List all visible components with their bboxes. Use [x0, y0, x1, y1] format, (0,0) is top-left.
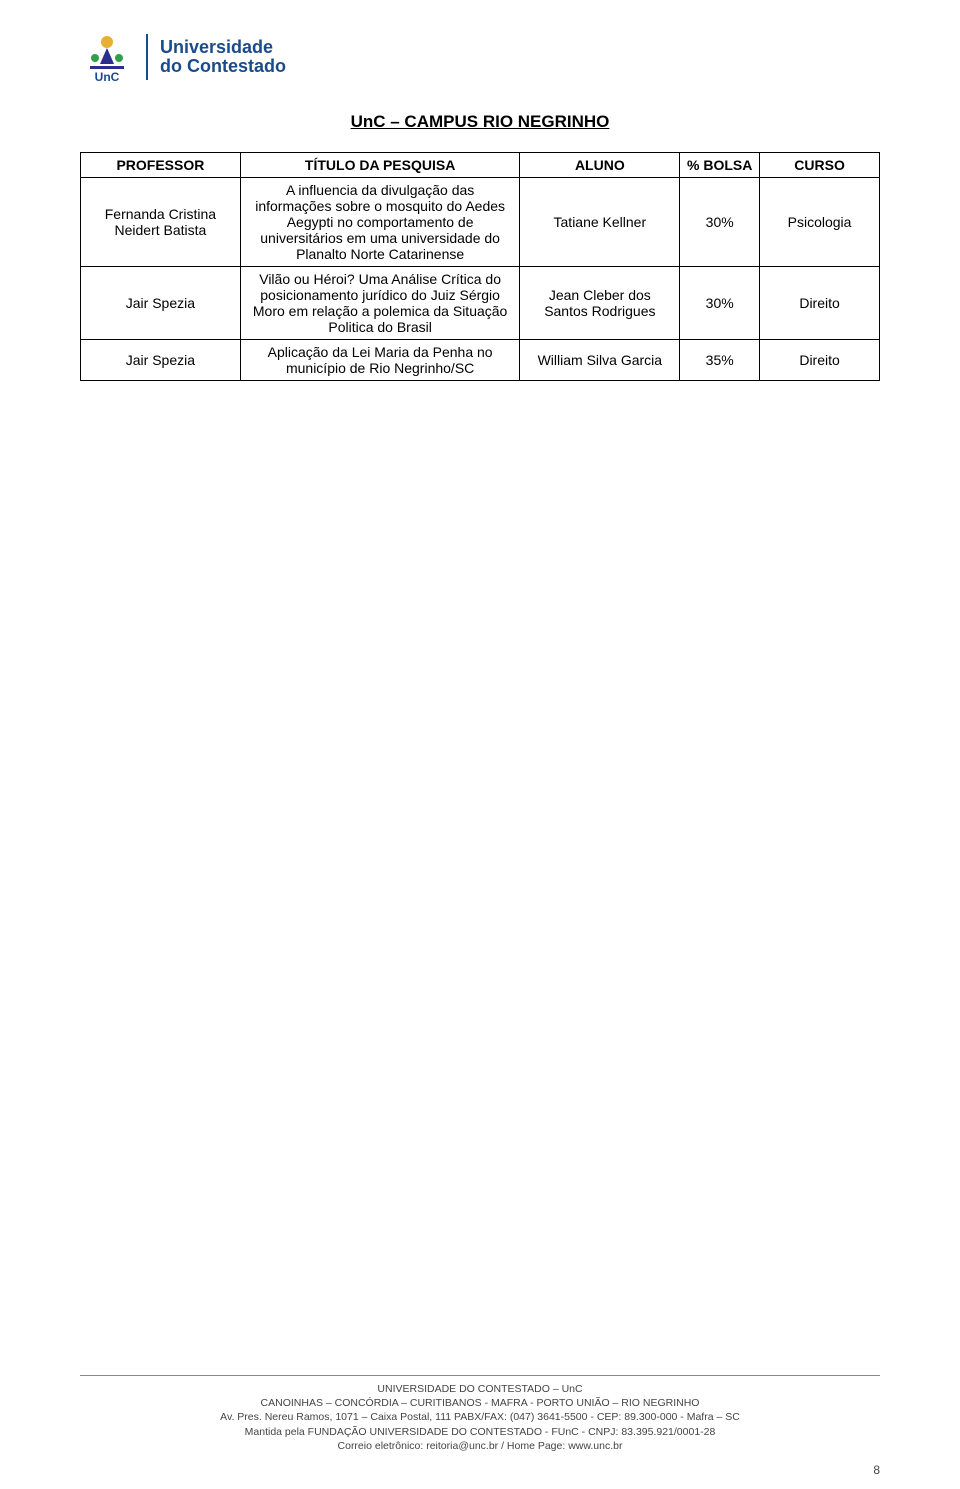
cell-bolsa: 30%	[680, 267, 760, 340]
research-table: PROFESSOR TÍTULO DA PESQUISA ALUNO % BOL…	[80, 152, 880, 381]
cell-professor: Fernanda Cristina Neidert Batista	[81, 178, 241, 267]
col-header-titulo: TÍTULO DA PESQUISA	[240, 153, 520, 178]
footer-divider	[80, 1375, 880, 1376]
logo-text: Universidade do Contestado	[160, 38, 286, 76]
col-header-aluno: ALUNO	[520, 153, 680, 178]
col-header-bolsa: % BOLSA	[680, 153, 760, 178]
footer-line1: UNIVERSIDADE DO CONTESTADO – UnC	[80, 1382, 880, 1396]
logo-divider	[146, 34, 148, 80]
cell-aluno: Jean Cleber dos Santos Rodrigues	[520, 267, 680, 340]
logo-block: UnC Universidade do Contestado	[80, 30, 880, 84]
cell-curso: Direito	[760, 267, 880, 340]
table-row: Fernanda Cristina Neidert Batista A infl…	[81, 178, 880, 267]
unc-logo-icon: UnC	[80, 30, 134, 84]
footer: UNIVERSIDADE DO CONTESTADO – UnC CANOINH…	[80, 1375, 880, 1453]
page-title: UnC – CAMPUS RIO NEGRINHO	[80, 112, 880, 132]
table-row: Jair Spezia Aplicação da Lei Maria da Pe…	[81, 340, 880, 381]
table-row: Jair Spezia Vilão ou Héroi? Uma Análise …	[81, 267, 880, 340]
footer-line4: Mantida pela FUNDAÇÃO UNIVERSIDADE DO CO…	[80, 1425, 880, 1439]
cell-professor: Jair Spezia	[81, 267, 241, 340]
cell-titulo: Vilão ou Héroi? Uma Análise Crítica do p…	[240, 267, 520, 340]
cell-curso: Psicologia	[760, 178, 880, 267]
logo-line1: Universidade	[160, 38, 286, 57]
footer-line3: Av. Pres. Nereu Ramos, 1071 – Caixa Post…	[80, 1410, 880, 1424]
footer-line5: Correio eletrônico: reitoria@unc.br / Ho…	[80, 1439, 880, 1453]
cell-aluno: William Silva Garcia	[520, 340, 680, 381]
table-header-row: PROFESSOR TÍTULO DA PESQUISA ALUNO % BOL…	[81, 153, 880, 178]
page-number: 8	[873, 1463, 880, 1477]
cell-bolsa: 35%	[680, 340, 760, 381]
footer-line2: CANOINHAS – CONCÓRDIA – CURITIBANOS - MA…	[80, 1396, 880, 1410]
cell-professor: Jair Spezia	[81, 340, 241, 381]
cell-titulo: A influencia da divulgação das informaçõ…	[240, 178, 520, 267]
logo-line2: do Contestado	[160, 57, 286, 76]
cell-titulo: Aplicação da Lei Maria da Penha no munic…	[240, 340, 520, 381]
col-header-curso: CURSO	[760, 153, 880, 178]
cell-bolsa: 30%	[680, 178, 760, 267]
cell-aluno: Tatiane Kellner	[520, 178, 680, 267]
cell-curso: Direito	[760, 340, 880, 381]
page: UnC Universidade do Contestado UnC – CAM…	[0, 0, 960, 1489]
col-header-professor: PROFESSOR	[81, 153, 241, 178]
logo-abbr-text: UnC	[95, 70, 120, 84]
